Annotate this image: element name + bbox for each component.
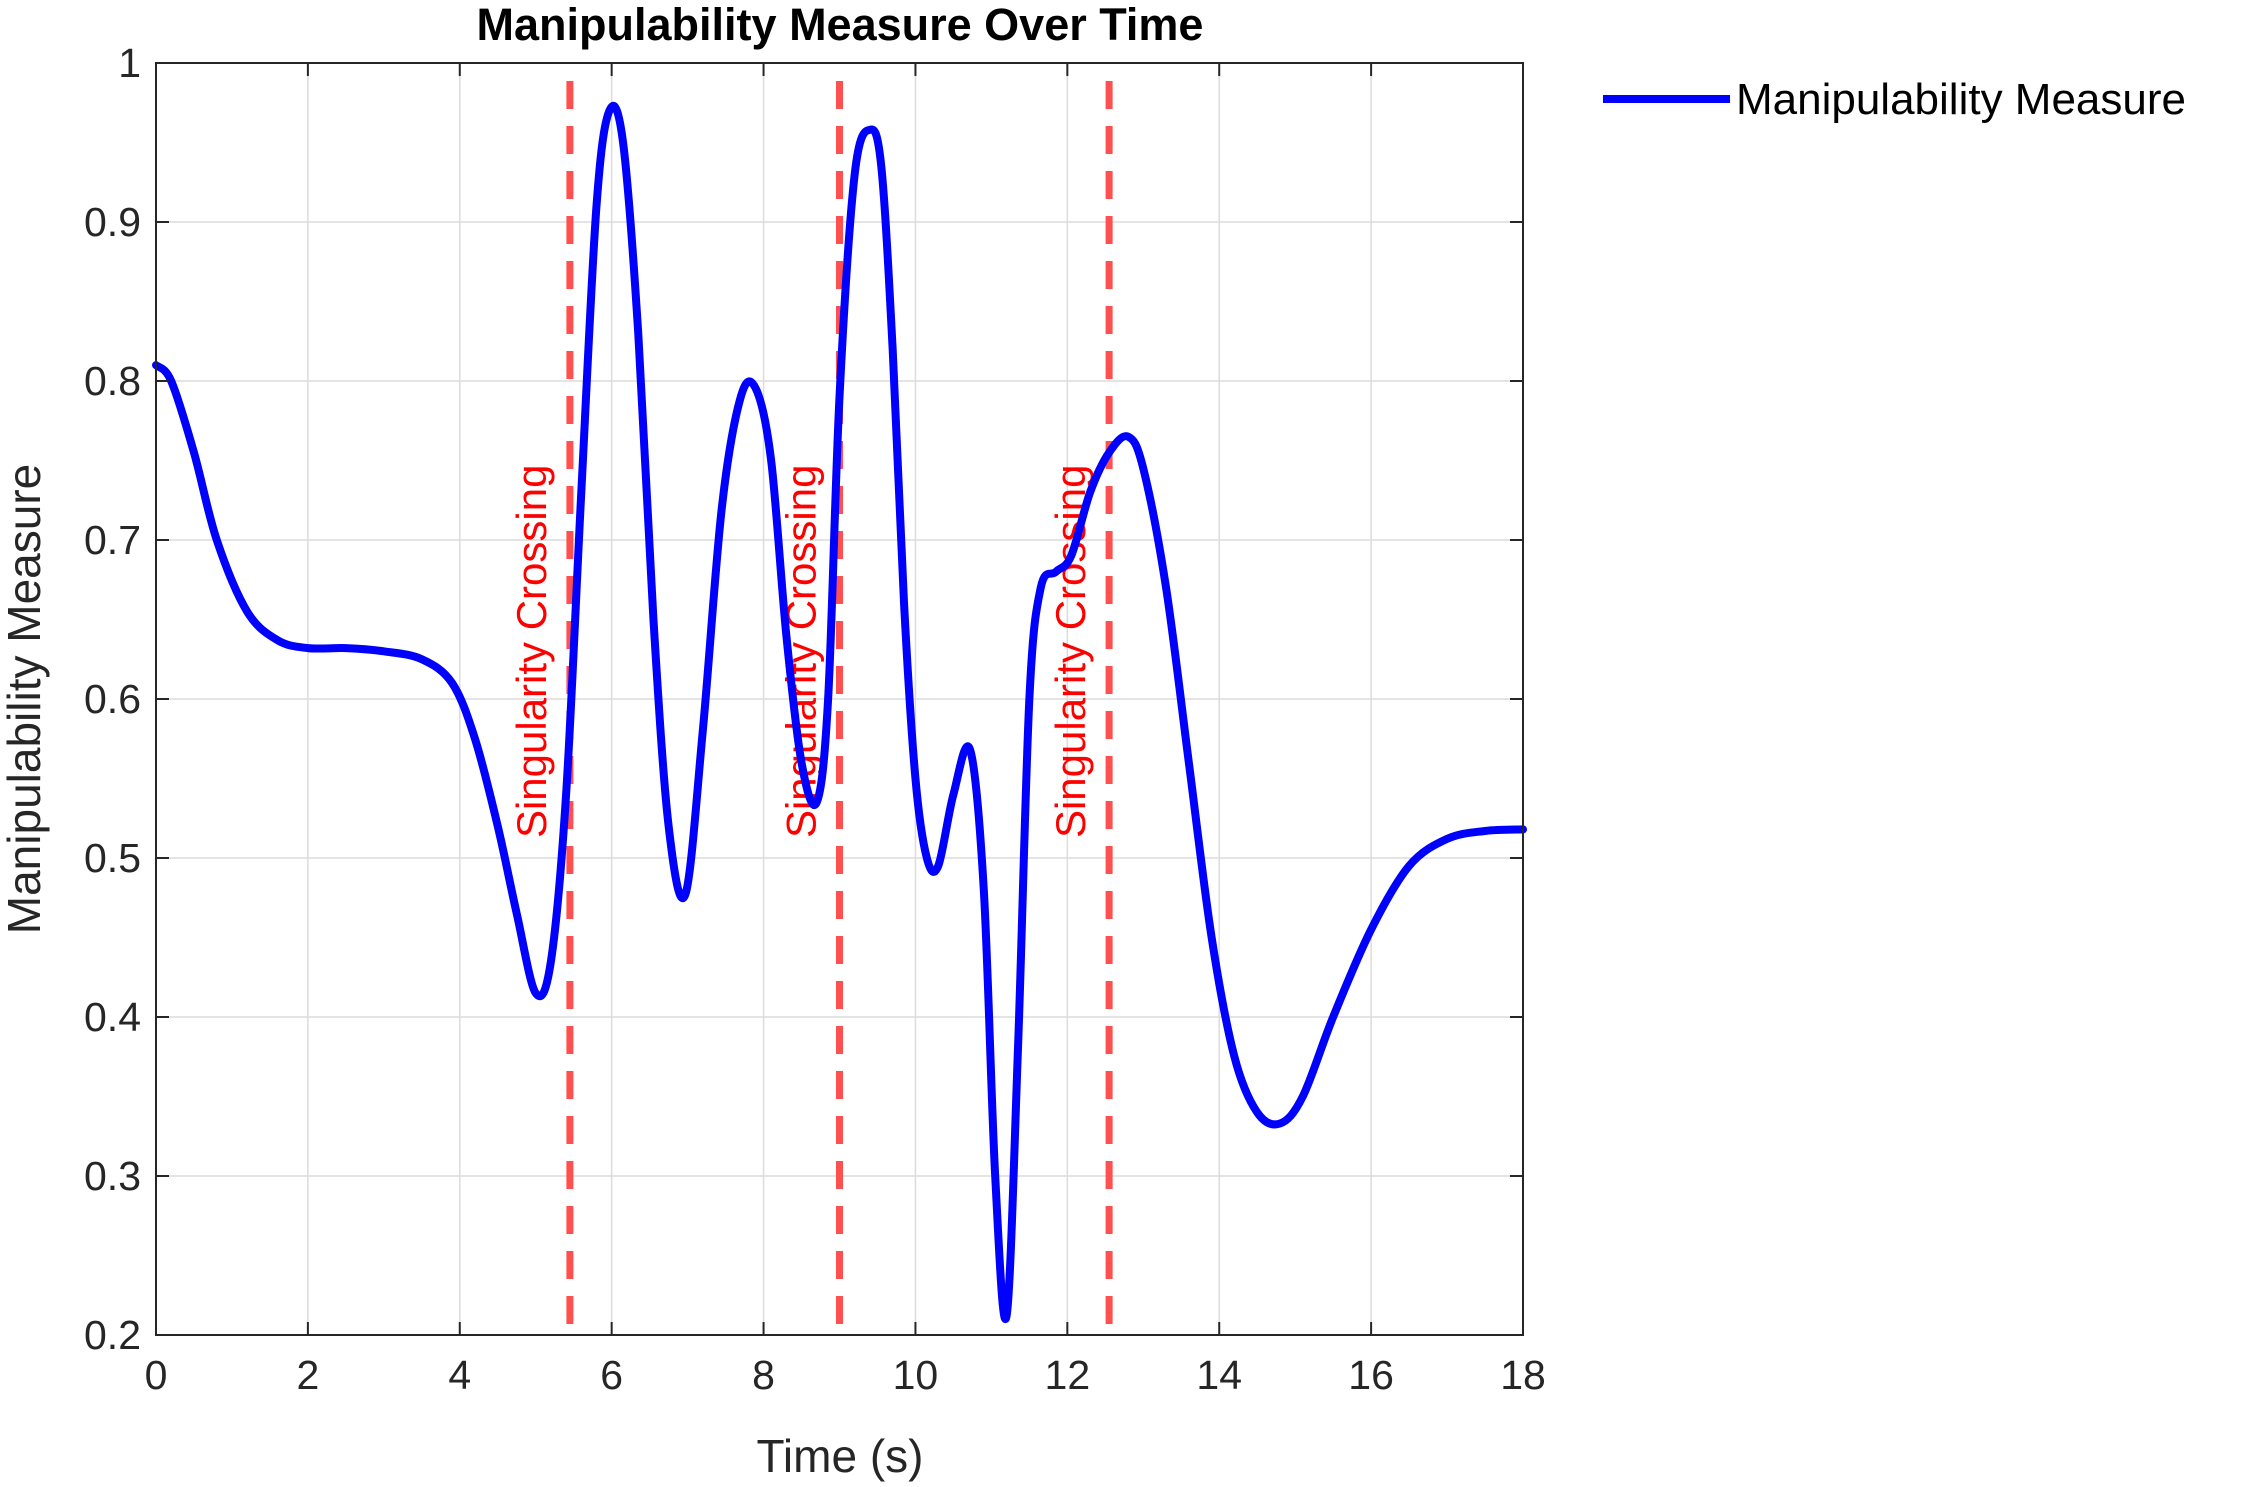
ticks: 0 2 4 6 8 10 12 14 16 18 0.2 0.3 0.4 0.5 0.6 0.7 0.8 0.9 1 [84, 40, 1546, 1398]
y-tick-label: 1 [118, 40, 141, 86]
series-layer [152, 101, 1527, 1323]
x-tick-label: 12 [1045, 1352, 1091, 1398]
x-axis-label: Time (s) [757, 1430, 924, 1482]
series-line-manipulability [152, 101, 1527, 1323]
x-tick-label: 10 [893, 1352, 939, 1398]
y-tick-label: 0.7 [84, 517, 141, 563]
x-tick-label: 4 [448, 1352, 471, 1398]
x-tick-label: 6 [600, 1352, 623, 1398]
y-tick-label: 0.8 [84, 358, 141, 404]
x-tick-label: 14 [1196, 1352, 1242, 1398]
y-tick-label: 0.5 [84, 835, 141, 881]
singularity-annotation: Singularity Crossing [508, 465, 555, 839]
y-tick-label: 0.2 [84, 1312, 141, 1358]
chart-title: Manipulability Measure Over Time [477, 0, 1204, 50]
x-tick-label: 18 [1500, 1352, 1546, 1398]
y-tick-label: 0.6 [84, 676, 141, 722]
y-tick-label: 0.3 [84, 1153, 141, 1199]
x-tick-label: 0 [145, 1352, 168, 1398]
legend-label: Manipulability Measure [1736, 75, 2186, 124]
x-tick-label: 16 [1348, 1352, 1394, 1398]
y-tick-label: 0.9 [84, 199, 141, 245]
legend: Manipulability Measure [1603, 75, 2186, 124]
y-tick-label: 0.4 [84, 994, 141, 1040]
y-axis-label: Manipulability Measure [0, 464, 50, 934]
x-tick-label: 2 [296, 1352, 319, 1398]
x-tick-label: 8 [752, 1352, 775, 1398]
singularity-annotation: Singularity Crossing [1047, 465, 1094, 839]
